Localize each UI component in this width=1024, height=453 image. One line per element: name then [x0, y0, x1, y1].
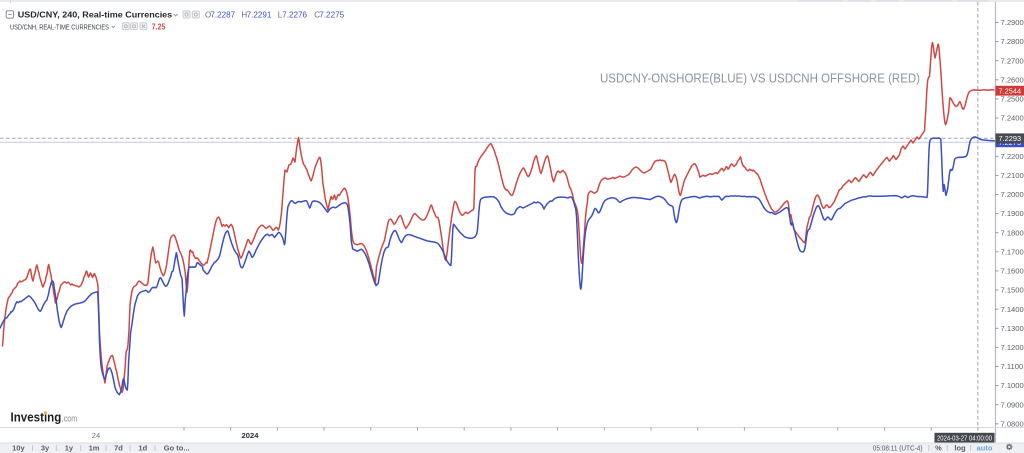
svg-text:H: H [241, 11, 247, 20]
svg-text:7d: 7d [114, 443, 123, 452]
svg-text:7.1400: 7.1400 [1001, 305, 1024, 314]
svg-text:7.2275: 7.2275 [319, 11, 344, 20]
svg-text:10y: 10y [12, 443, 25, 452]
svg-text:7.1900: 7.1900 [1001, 209, 1024, 218]
svg-text:7.2100: 7.2100 [1001, 171, 1024, 180]
svg-text:7.1200: 7.1200 [1001, 343, 1024, 352]
svg-text:O: O [205, 11, 211, 20]
svg-text:7.25: 7.25 [152, 23, 166, 32]
svg-text:05:08:11 (UTC-4): 05:08:11 (UTC-4) [873, 443, 923, 452]
svg-text:7.0800: 7.0800 [1001, 419, 1024, 428]
svg-text:7.2293: 7.2293 [998, 134, 1021, 143]
svg-text:7.2900: 7.2900 [1001, 18, 1024, 27]
svg-text:7.1500: 7.1500 [1001, 286, 1024, 295]
svg-text:USDCNY-ONSHORE(BLUE) VS USDCNH: USDCNY-ONSHORE(BLUE) VS USDCNH OFFSHORE … [600, 71, 920, 86]
svg-text:USD/CNY, 240, Real-time Curren: USD/CNY, 240, Real-time Currencies [18, 10, 173, 20]
svg-text:3y: 3y [41, 443, 50, 452]
svg-text:7.2600: 7.2600 [1001, 75, 1024, 84]
svg-text:7.1000: 7.1000 [1001, 381, 1024, 390]
svg-text:auto: auto [977, 443, 993, 452]
svg-text:7.1600: 7.1600 [1001, 267, 1024, 276]
svg-text:Investıng: Investıng [11, 410, 62, 424]
svg-text:2024-03-27 04:00:00: 2024-03-27 04:00:00 [937, 436, 992, 443]
svg-text:7.0900: 7.0900 [1001, 400, 1024, 409]
svg-text:7.1100: 7.1100 [1001, 362, 1024, 371]
svg-text:Go to...: Go to... [164, 443, 190, 452]
svg-text:7.2000: 7.2000 [1001, 190, 1024, 199]
svg-text:1y: 1y [65, 443, 74, 452]
svg-text:%: % [935, 443, 942, 452]
svg-text:L: L [278, 11, 283, 20]
svg-text:7.2800: 7.2800 [1001, 37, 1024, 46]
svg-text:7.2287: 7.2287 [210, 11, 235, 20]
svg-text:.com: .com [62, 413, 78, 423]
svg-text:1d: 1d [138, 443, 147, 452]
svg-text:7.2500: 7.2500 [1001, 95, 1024, 104]
svg-text:24: 24 [92, 431, 100, 440]
svg-text:C: C [314, 11, 320, 20]
svg-text:7.2400: 7.2400 [1001, 114, 1024, 123]
svg-text:1m: 1m [89, 443, 100, 452]
svg-text:7.1300: 7.1300 [1001, 324, 1024, 333]
svg-text:7.2544: 7.2544 [998, 86, 1021, 95]
svg-text:7.2291: 7.2291 [247, 11, 272, 20]
svg-text:log: log [954, 443, 966, 452]
svg-text:7.1700: 7.1700 [1001, 247, 1024, 256]
svg-text:7.2200: 7.2200 [1001, 152, 1024, 161]
svg-text:2024: 2024 [242, 431, 260, 440]
svg-text:7.1800: 7.1800 [1001, 228, 1024, 237]
svg-text:7.2276: 7.2276 [282, 11, 307, 20]
svg-text:USD/CNH, REAL-TIME CURRENCIES: USD/CNH, REAL-TIME CURRENCIES [10, 24, 109, 31]
svg-text:7.2700: 7.2700 [1001, 56, 1024, 65]
